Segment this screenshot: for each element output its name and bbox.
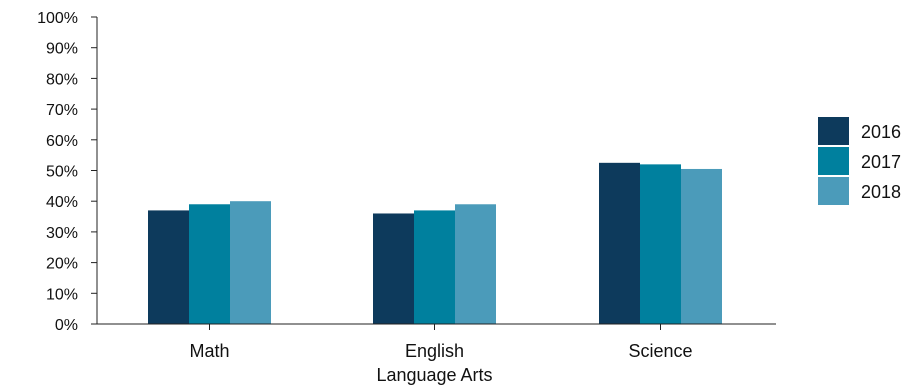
y-tick-label: 50% [46,164,78,181]
x-category-label: Math [189,341,229,361]
y-tick-label: 20% [46,256,78,273]
legend: 2016 2017 2018 [818,117,901,205]
bar-2017 [414,210,455,324]
bar-2017 [640,164,681,324]
y-axis: 0% 10% 20% 30% 40% 50% 60% 70% 80% 90% 100% [37,10,98,334]
bars [148,162,722,324]
bar-2016 [148,210,189,324]
bar-2018 [230,201,271,324]
y-tick-label: 60% [46,133,78,150]
y-tick-label: 0% [55,317,78,334]
bar-2017 [189,204,230,324]
legend-swatch-2017 [818,147,849,175]
x-category-label: English [405,341,464,361]
y-tick-label: 10% [46,286,78,303]
x-category-label: Language Arts [376,365,492,385]
x-category-label: Science [628,341,692,361]
legend-label: 2016 [861,122,901,142]
bar-2016 [599,162,640,324]
legend-label: 2018 [861,182,901,202]
bar-2016 [373,213,414,324]
y-tick-label: 100% [37,10,78,27]
x-axis: Math English Language Arts Science [97,323,776,385]
bar-2018 [681,168,722,324]
y-tick-label: 30% [46,225,78,242]
legend-swatch-2018 [818,177,849,205]
legend-label: 2017 [861,152,901,172]
y-tick-label: 80% [46,71,78,88]
y-tick-label: 40% [46,194,78,211]
y-tick-label: 90% [46,41,78,58]
y-tick-label: 70% [46,102,78,119]
legend-swatch-2016 [818,117,849,145]
bar-2018 [455,204,496,324]
